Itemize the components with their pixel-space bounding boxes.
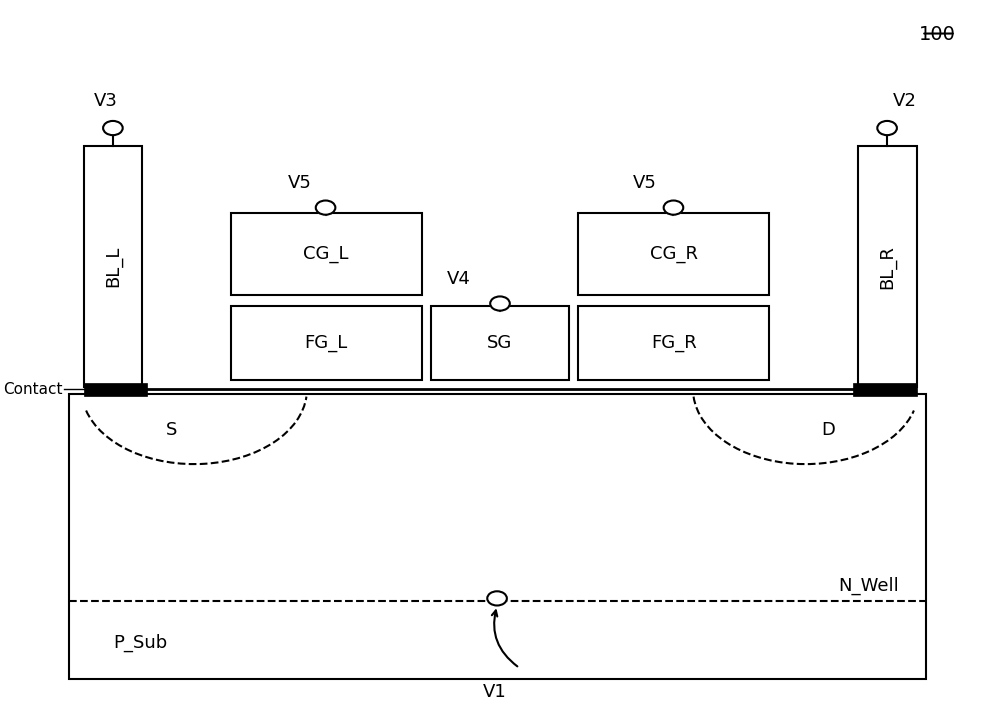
Circle shape — [316, 201, 335, 215]
Text: V4: V4 — [447, 270, 471, 288]
Text: FG_R: FG_R — [651, 334, 697, 352]
FancyBboxPatch shape — [858, 146, 916, 387]
Text: N_Well: N_Well — [838, 577, 899, 595]
FancyBboxPatch shape — [578, 306, 769, 380]
Text: SG: SG — [487, 334, 513, 352]
Text: V5: V5 — [288, 174, 312, 192]
FancyBboxPatch shape — [853, 383, 916, 396]
Text: V3: V3 — [94, 92, 118, 110]
Text: V2: V2 — [893, 92, 917, 110]
Text: Contact: Contact — [3, 382, 63, 397]
FancyBboxPatch shape — [230, 306, 422, 380]
FancyBboxPatch shape — [578, 213, 769, 295]
FancyBboxPatch shape — [431, 306, 569, 380]
Circle shape — [103, 121, 123, 135]
Circle shape — [490, 297, 510, 310]
Text: D: D — [821, 421, 835, 439]
FancyBboxPatch shape — [84, 146, 142, 387]
Text: BL_R: BL_R — [878, 244, 896, 289]
Circle shape — [664, 201, 683, 215]
FancyBboxPatch shape — [84, 383, 147, 396]
FancyBboxPatch shape — [230, 213, 422, 295]
Text: P_Sub: P_Sub — [113, 634, 167, 652]
Text: V1: V1 — [483, 684, 507, 701]
Circle shape — [487, 592, 507, 605]
Text: S: S — [166, 421, 177, 439]
Circle shape — [877, 121, 897, 135]
Text: FG_L: FG_L — [304, 334, 348, 352]
Text: 100: 100 — [919, 25, 956, 44]
Text: BL_L: BL_L — [104, 246, 122, 287]
FancyBboxPatch shape — [69, 394, 926, 679]
Text: CG_R: CG_R — [650, 245, 698, 263]
Text: V5: V5 — [633, 174, 657, 192]
Text: CG_L: CG_L — [303, 245, 349, 263]
